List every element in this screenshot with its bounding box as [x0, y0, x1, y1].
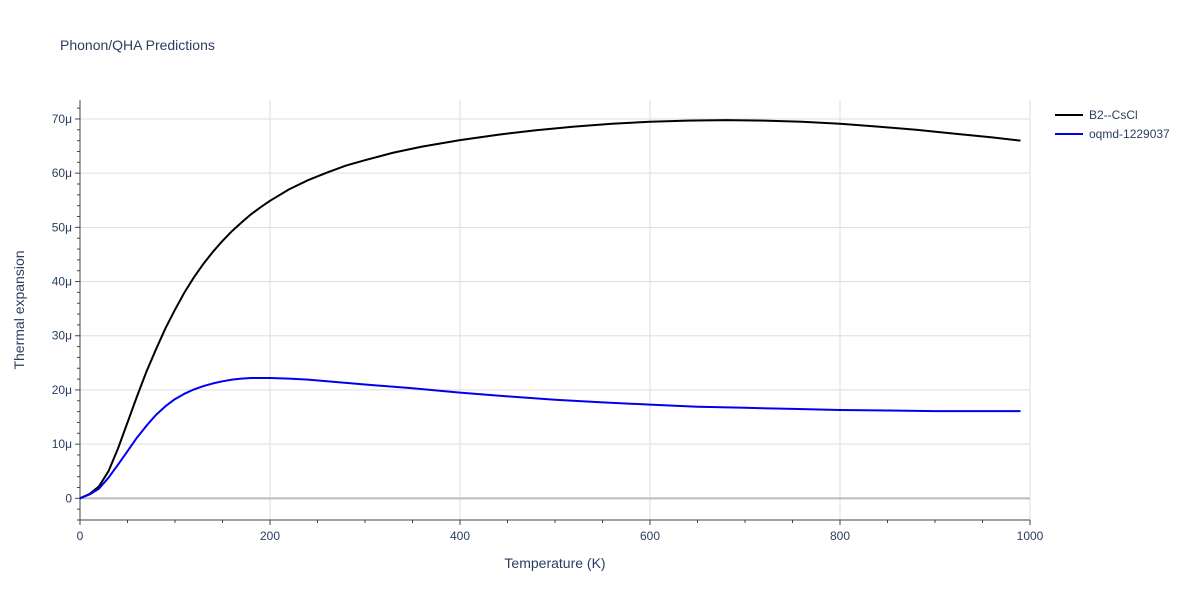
y-tick-label: 0 [65, 491, 72, 505]
series-line-2 [79, 377, 1021, 500]
series-layer [79, 119, 1021, 500]
y-tick-label: 30μ [52, 329, 72, 343]
y-tick-label: 10μ [52, 437, 72, 451]
chart-title: Phonon/QHA Predictions [60, 37, 215, 53]
x-tick-label: 800 [830, 529, 850, 543]
series-line-1 [79, 119, 1021, 500]
y-tick-label: 40μ [52, 275, 72, 289]
x-tick-label: 600 [640, 529, 660, 543]
x-tick-label: 200 [260, 529, 280, 543]
y-tick-label: 60μ [52, 166, 72, 180]
y-tick-label: 50μ [52, 220, 72, 234]
legend-label: B2--CsCl [1089, 108, 1138, 122]
axes: 0 200 400 600 800 1000 0 10μ 20μ 30μ 40μ 50μ 60μ 70μ [52, 100, 1044, 543]
x-tick-label: 400 [450, 529, 470, 543]
x-axis-title: Temperature (K) [504, 555, 605, 571]
y-tick-label: 20μ [52, 383, 72, 397]
x-tick-label: 1000 [1017, 529, 1044, 543]
grid [80, 100, 1031, 520]
legend-label: oqmd-1229037 [1089, 127, 1170, 141]
y-tick-label: 70μ [52, 112, 72, 126]
y-axis-title: Thermal expansion [11, 250, 27, 369]
x-tick-label: 0 [77, 529, 84, 543]
legend[interactable]: B2--CsCl oqmd-1229037 [1055, 108, 1170, 141]
